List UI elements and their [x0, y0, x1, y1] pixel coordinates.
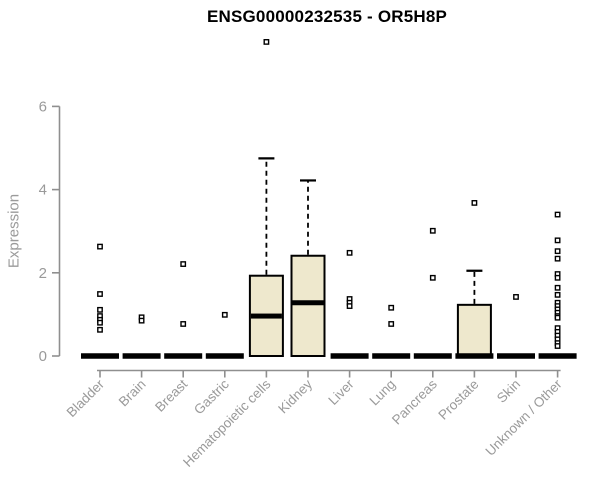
box-group-skin [497, 294, 535, 359]
box-group-pancreas [413, 227, 452, 359]
x-tick-label-unknown-other: Unknown / Other [482, 376, 565, 459]
chart-title: ENSG00000232535 - OR5H8P [206, 7, 448, 26]
collapsed-box-bar [372, 353, 411, 359]
collapsed-box-bar [413, 353, 452, 359]
y-tick-label: 0 [39, 348, 47, 365]
outlier-point [388, 321, 395, 327]
collapsed-box-bar [538, 353, 577, 359]
outlier-point [97, 326, 103, 333]
outlier-point [346, 303, 353, 309]
collapsed-box-bar [164, 353, 203, 359]
x-tick-label-bladder: Bladder [64, 376, 108, 420]
outlier-point [554, 314, 561, 321]
outlier-point [180, 321, 187, 327]
box-group-liver [330, 249, 369, 359]
x-tick-label-lung: Lung [366, 377, 398, 409]
box-group-unknown-other [538, 211, 577, 359]
box-group-bladder [81, 243, 119, 359]
collapsed-box-bar [122, 353, 161, 359]
outlier-point [97, 243, 103, 250]
box-group-breast [164, 261, 203, 359]
outlier-point [263, 39, 270, 45]
collapsed-box-bar [205, 353, 244, 359]
y-tick-label: 6 [39, 98, 47, 115]
y-tick-label: 2 [39, 265, 47, 282]
outlier-point [554, 211, 561, 218]
box-group-lung [372, 304, 411, 359]
collapsed-box-bar [497, 353, 535, 359]
outlier-point [388, 304, 395, 311]
x-tick-label-prostate: Prostate [435, 377, 481, 423]
outlier-point [471, 200, 478, 206]
outlier-point [554, 343, 561, 349]
x-tick-label-breast: Breast [152, 376, 190, 414]
box-group-hematopoietic-cells [248, 39, 284, 358]
outlier-point [97, 291, 103, 297]
outlier-point [554, 255, 561, 262]
x-tick-label-pancreas: Pancreas [389, 376, 440, 427]
collapsed-box-bar [81, 353, 119, 359]
outlier-point [513, 294, 519, 300]
median-line [292, 300, 324, 306]
outlier-point [554, 248, 561, 255]
outlier-point [554, 274, 561, 281]
x-tick-label-gastric: Gastric [191, 376, 232, 417]
box-group-gastric [205, 311, 244, 359]
x-tick-label-kidney: Kidney [275, 376, 315, 416]
outlier-point [554, 291, 561, 298]
box-group-kidney [290, 179, 326, 357]
x-tick-label-liver: Liver [325, 376, 357, 408]
outlier-point [429, 274, 436, 281]
iqr-box [290, 254, 326, 357]
outlier-point [346, 249, 353, 256]
y-tick-label: 4 [39, 182, 47, 199]
outlier-point [180, 261, 187, 267]
outlier-point [554, 284, 561, 291]
y-axis: 0 2 4 6 [39, 98, 61, 365]
median-line [455, 353, 494, 359]
box-group-brain [122, 314, 161, 359]
iqr-box [456, 303, 492, 357]
box-group-prostate [455, 200, 494, 359]
outlier-point [97, 306, 103, 313]
collapsed-box-bar [330, 353, 369, 359]
outlier-point [554, 237, 561, 244]
outlier-point [221, 311, 228, 318]
outlier-point [138, 317, 145, 324]
median-line [250, 313, 282, 319]
x-tick-label-skin: Skin [494, 377, 523, 406]
x-tick-label-brain: Brain [116, 377, 149, 410]
outlier-point [97, 319, 103, 326]
outlier-point [429, 227, 436, 234]
